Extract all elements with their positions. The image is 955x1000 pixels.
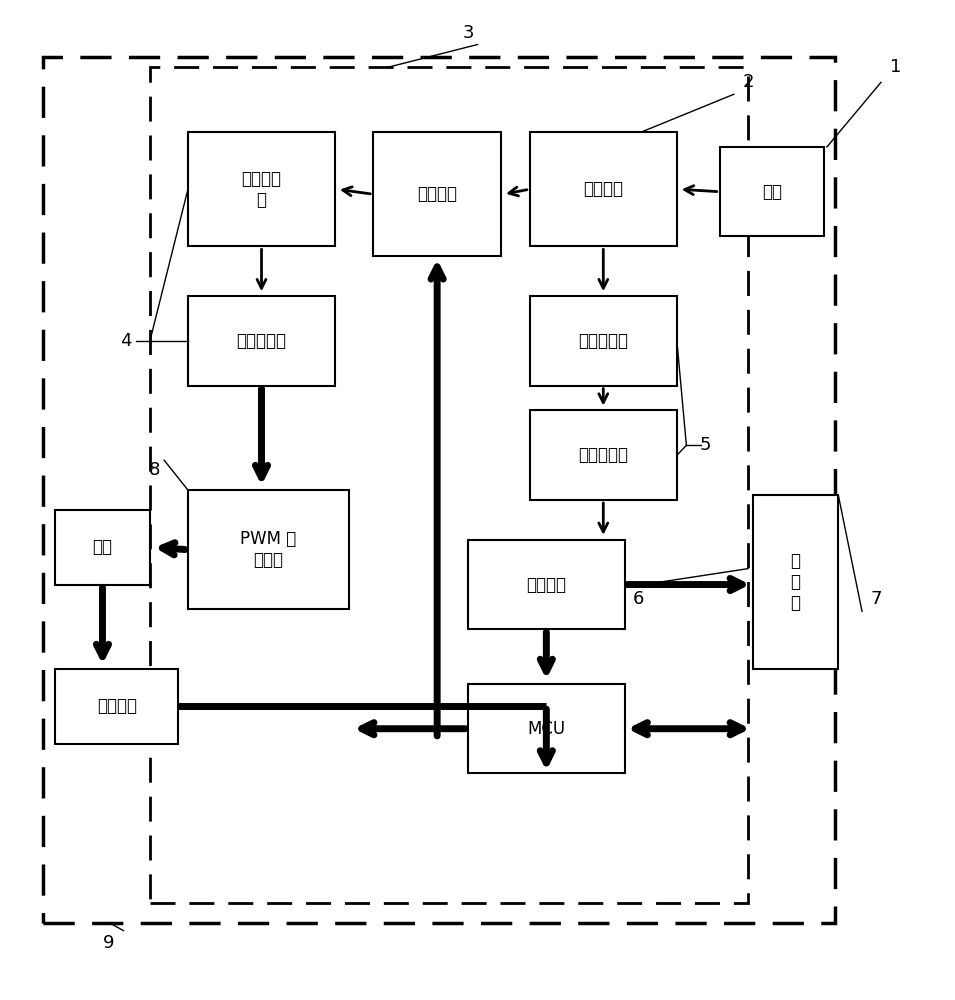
Text: 交流滤波: 交流滤波 — [584, 180, 624, 198]
Text: 滤波电路一: 滤波电路一 — [237, 332, 286, 350]
Text: 4: 4 — [120, 332, 132, 350]
Text: 5: 5 — [700, 436, 711, 454]
Text: 测速电路: 测速电路 — [96, 697, 137, 715]
Bar — [373, 132, 501, 256]
Text: 7: 7 — [871, 590, 882, 608]
Bar — [720, 147, 824, 236]
Text: 电机: 电机 — [93, 538, 113, 556]
Bar — [150, 67, 748, 903]
Text: 整流电路
一: 整流电路 一 — [242, 170, 282, 209]
Bar — [43, 57, 836, 923]
Text: 整流电路二: 整流电路二 — [579, 332, 628, 350]
Bar — [530, 410, 677, 500]
Text: 9: 9 — [103, 934, 115, 952]
Bar — [753, 495, 838, 669]
Bar — [55, 510, 150, 585]
Text: 保护电路: 保护电路 — [417, 185, 457, 203]
Bar — [468, 540, 625, 629]
Text: 1: 1 — [889, 58, 901, 76]
Bar — [188, 296, 335, 386]
Text: MCU: MCU — [527, 720, 565, 738]
Text: 3: 3 — [462, 24, 474, 42]
Text: 市电: 市电 — [762, 183, 782, 201]
Text: 2: 2 — [742, 73, 753, 91]
Bar — [188, 490, 350, 609]
Text: 控
制
器: 控 制 器 — [791, 552, 800, 612]
Text: 6: 6 — [633, 590, 645, 608]
Text: PWM 控
制电路: PWM 控 制电路 — [241, 530, 297, 569]
Text: 8: 8 — [149, 461, 160, 479]
Bar — [468, 684, 625, 773]
Text: 滤波电路二: 滤波电路二 — [579, 446, 628, 464]
Bar — [530, 132, 677, 246]
Text: 降压电路: 降压电路 — [526, 576, 566, 594]
Bar — [55, 669, 179, 744]
Bar — [188, 132, 335, 246]
Bar — [530, 296, 677, 386]
